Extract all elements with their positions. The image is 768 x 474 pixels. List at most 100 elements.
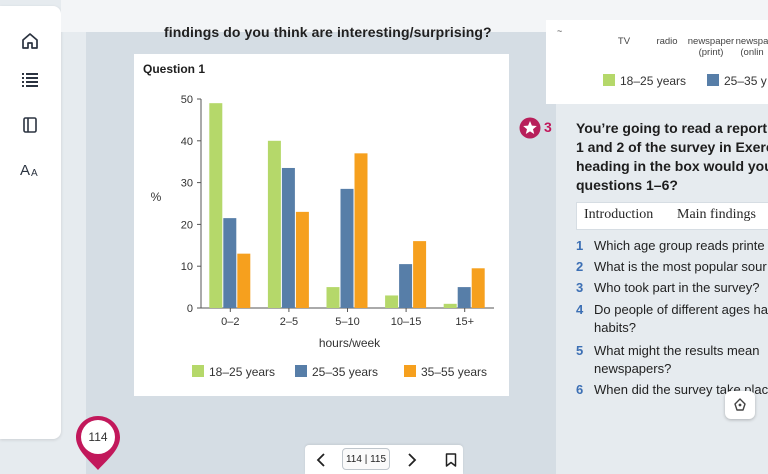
list-icon (22, 73, 38, 87)
legend-swatch (192, 365, 204, 377)
previous-page-button[interactable] (311, 450, 331, 470)
x-tick-label: (onlin (740, 47, 763, 58)
legend-label: 18–25 years (209, 365, 275, 379)
question-text: Who took part in the survey? (594, 280, 760, 295)
y-tick-label: 20 (181, 219, 193, 231)
cut-off-label: ~ (557, 26, 562, 36)
x-tick-label: 15+ (455, 316, 474, 328)
bar (281, 167, 295, 308)
question-number: 6 (576, 382, 584, 397)
bookmark-button[interactable] (441, 450, 461, 470)
bar-chart: 0 10 20 30 40 50% 0–2 2–5 5–10 10–15 15+ hours/week… (151, 94, 494, 379)
x-axis-label: hours/week (319, 336, 381, 350)
star-badge-icon (519, 117, 541, 139)
right-chart: ~ TV radio newspaper(print) newspa(onlin 18–2… (557, 26, 768, 88)
page-indicator[interactable]: 114 | 115 (342, 448, 390, 470)
bookmark-icon (445, 453, 457, 467)
exercise-instructions: You’re going to read a report b 1 and 2 … (576, 119, 768, 195)
question-text: When did the survey take plac (594, 382, 768, 397)
legend-label: 25–35 y (724, 74, 767, 88)
chart-title: Question 1 (143, 62, 206, 76)
x-tick-label: 10–15 (391, 316, 422, 328)
chevron-right-icon (408, 453, 417, 467)
page-heading-fragment: findings do you think are interesting/su… (164, 24, 492, 40)
book-icon (23, 117, 37, 133)
box-item: Main findings (677, 207, 756, 222)
question-number: 1 (576, 238, 584, 253)
page-marker-icon[interactable] (74, 414, 122, 472)
bar (354, 153, 368, 308)
next-page-button[interactable] (402, 450, 422, 470)
question-text: What might the results mean (594, 343, 760, 358)
bar (443, 303, 457, 308)
question-text: Do people of different ages ha (594, 302, 768, 317)
question-text: newspapers? (594, 361, 672, 376)
bar (457, 287, 471, 308)
legend-label: 25–35 years (312, 365, 378, 379)
legend-swatch (707, 74, 719, 86)
x-tick-label: newspa (736, 36, 768, 47)
question-text: What is the most popular sour (594, 259, 767, 274)
legend-swatch (295, 365, 307, 377)
right-chart-card: ~ TV radio newspaper (print) newspa (onlin 18–2… (546, 20, 768, 104)
question-number: 3 (576, 280, 584, 295)
legend-swatch (603, 74, 615, 86)
x-tick-label: radio (656, 36, 677, 47)
legend-label: 18–25 years (620, 74, 686, 88)
bar (340, 188, 354, 308)
bar (471, 268, 485, 308)
question-number: 5 (576, 343, 584, 358)
question-text: habits? (594, 320, 636, 335)
box-item: Introduction (584, 207, 654, 222)
question-item: 6 When did the survey take plac (576, 381, 768, 399)
bar (413, 241, 427, 308)
bar (399, 264, 413, 308)
y-tick-label: 30 (181, 178, 193, 190)
svg-text:A: A (31, 168, 38, 178)
bar (326, 287, 340, 308)
bar (385, 295, 399, 308)
bar (237, 253, 251, 308)
question-number: 2 (576, 259, 584, 274)
exercise-number: 3 (544, 119, 552, 135)
bar (295, 211, 309, 308)
instruction-line: You’re going to read a report b (576, 120, 768, 136)
question-text: Which age group reads printe (594, 238, 765, 253)
chevron-left-icon (316, 453, 325, 467)
legend-label: 35–55 years (421, 365, 487, 379)
home-icon (22, 33, 38, 49)
question-item: 5 What might the results mean newspapers… (576, 342, 768, 378)
svg-text:A: A (20, 162, 30, 178)
bar (223, 218, 237, 308)
contents-button[interactable] (14, 64, 46, 96)
chart-card: Question 1 0 10 20 30 40 50% 0–2 2–5 5–10 10–15 15… (134, 54, 509, 396)
instruction-line: heading in the box would you (576, 158, 768, 174)
pen-icon (734, 398, 746, 411)
x-tick-label: 5–10 (335, 316, 359, 328)
bar (209, 103, 223, 309)
question-item: 4 Do people of different ages ha habits? (576, 301, 768, 337)
y-axis-label: % (151, 190, 162, 204)
x-tick-label: 2–5 (280, 316, 298, 328)
x-tick-label: newspaper (688, 36, 734, 47)
home-button[interactable] (14, 25, 46, 57)
page-marker-label: 114 (88, 430, 108, 444)
heading-box: Introduction Main findings (576, 202, 768, 230)
annotation-tool-button[interactable] (725, 391, 755, 419)
bar (267, 140, 281, 308)
y-tick-label: 50 (181, 94, 193, 106)
question-item: 2 What is the most popular sour (576, 258, 768, 276)
instruction-line: 1 and 2 of the survey in Exerci (576, 139, 768, 155)
question-number: 4 (576, 302, 584, 317)
y-tick-label: 0 (187, 303, 193, 315)
x-tick-label: (print) (699, 47, 724, 58)
y-tick-label: 10 (181, 261, 193, 273)
question-item: 3 Who took part in the survey? (576, 279, 768, 297)
page-navigation: 114 | 115 (305, 445, 463, 474)
legend-swatch (404, 365, 416, 377)
question-item: 1 Which age group reads printe (576, 237, 768, 255)
book-button[interactable] (14, 109, 46, 141)
